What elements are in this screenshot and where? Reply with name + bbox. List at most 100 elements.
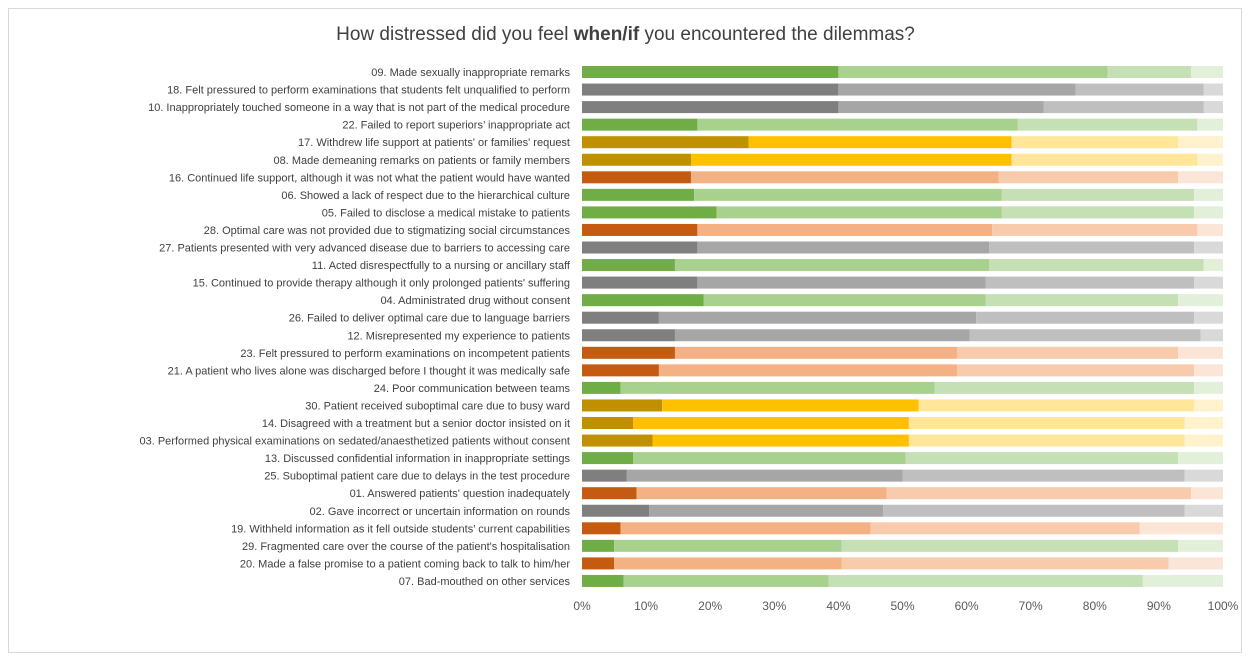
bar-segment-29-3 (841, 557, 1169, 570)
bar-segment-11-4 (1194, 241, 1223, 254)
category-label: 20. Made a false promise to a patient co… (240, 558, 571, 570)
category-label: 04. Administrated drug without consent (380, 295, 570, 307)
bar-segment-28-3 (841, 539, 1179, 552)
bar-segment-3-1 (582, 101, 839, 114)
bar-segment-16-1 (582, 329, 675, 342)
bar-segment-9-3 (1001, 206, 1195, 219)
x-tick-label: 60% (955, 599, 979, 613)
bar-segment-9-1 (582, 206, 717, 219)
x-tick-label: 80% (1083, 599, 1107, 613)
x-tick-label: 10% (634, 599, 658, 613)
bar-segment-16-2 (674, 329, 970, 342)
category-label: 28. Optimal care was not provided due to… (204, 225, 571, 237)
bar-segment-20-4 (1194, 399, 1223, 412)
bar-segment-29-4 (1168, 557, 1223, 570)
category-label: 13. Discussed confidential information i… (265, 453, 571, 465)
bar-segment-2-1 (582, 83, 839, 96)
bar-segment-18-3 (956, 364, 1195, 377)
bar-segment-1-4 (1190, 66, 1223, 78)
bar-segment-4-2 (697, 118, 1018, 131)
x-tick-label: 70% (1019, 599, 1043, 613)
x-tick-labels-group: 0% 10% 20% 30% 40% 50% 60% 70% 80% 90% 100% (573, 599, 1238, 613)
bar-segment-26-4 (1184, 504, 1223, 517)
bar-segment-22-1 (582, 434, 653, 447)
bar-segment-1-2 (838, 66, 1108, 78)
bar-segment-8-1 (582, 188, 695, 201)
bar-segment-6-2 (690, 153, 1012, 166)
bar-segment-11-1 (582, 241, 698, 254)
category-label: 11. Acted disrespectfully to a nursing o… (312, 260, 571, 272)
bar-segment-8-3 (1001, 188, 1195, 201)
bar-segment-28-2 (614, 539, 842, 552)
bar-segment-20-1 (582, 399, 663, 412)
bar-segment-13-1 (582, 276, 698, 289)
bar-segment-10-4 (1197, 223, 1223, 236)
bar-segment-17-4 (1178, 346, 1223, 359)
category-label: 01. Answered patients' question inadequa… (350, 488, 571, 500)
x-tick-label: 30% (762, 599, 786, 613)
bar-segment-5-1 (582, 136, 749, 149)
category-label: 27. Patients presented with very advance… (159, 243, 570, 255)
bar-segment-12-1 (582, 259, 675, 272)
bar-segment-17-2 (674, 346, 957, 359)
category-label: 21. A patient who lives alone was discha… (168, 365, 570, 377)
bar-segment-20-2 (662, 399, 919, 412)
bar-segment-30-2 (623, 574, 829, 587)
bar-segment-25-2 (636, 487, 887, 500)
bar-segment-5-2 (748, 136, 1012, 149)
category-label: 09. Made sexually inappropriate remarks (371, 67, 570, 79)
bar-segment-15-1 (582, 311, 659, 324)
bar-segment-27-1 (582, 522, 621, 535)
bar-segment-7-3 (998, 171, 1179, 184)
chart-title: How distressed did you feel when/if you … (0, 24, 1251, 46)
category-label: 22. Failed to report superiors’ inapprop… (342, 120, 570, 132)
bar-segment-1-3 (1107, 66, 1191, 78)
bar-segment-23-2 (633, 452, 906, 465)
bar-segment-21-3 (908, 417, 1185, 429)
bar-segment-30-4 (1142, 574, 1223, 587)
bar-segment-4-4 (1197, 118, 1223, 131)
category-label: 03. Performed physical examinations on s… (140, 436, 571, 448)
bar-segment-16-3 (969, 329, 1201, 342)
bar-segment-28-1 (582, 539, 615, 552)
bar-segment-5-4 (1178, 136, 1223, 149)
bar-segment-29-2 (614, 557, 842, 570)
chart-title-bold: when/if (573, 24, 640, 45)
bar-segment-30-1 (582, 574, 624, 587)
bar-segment-3-2 (838, 101, 1044, 114)
bar-segment-24-1 (582, 469, 627, 482)
bar-segment-21-2 (633, 417, 909, 429)
bar-segment-11-3 (989, 241, 1195, 254)
category-label: 26. Failed to deliver optimal care due t… (289, 313, 571, 325)
bar-segment-22-4 (1184, 434, 1223, 447)
bar-segment-7-2 (690, 171, 999, 184)
category-label: 07. Bad-mouthed on other services (399, 576, 571, 588)
bar-segment-18-2 (658, 364, 957, 377)
bar-segment-3-4 (1203, 101, 1223, 114)
category-label: 02. Gave incorrect or uncertain informat… (310, 506, 571, 518)
bar-segment-6-4 (1197, 153, 1223, 166)
bar-segment-10-3 (992, 223, 1198, 236)
bar-segment-21-4 (1184, 417, 1223, 429)
bar-segment-17-3 (956, 346, 1179, 359)
bar-segment-26-1 (582, 504, 650, 517)
category-label: 30. Patient received suboptimal care due… (305, 400, 570, 412)
chart-title-suffix: you encountered the dilemmas? (639, 24, 915, 45)
bar-segment-16-4 (1200, 329, 1223, 342)
bar-segment-25-4 (1190, 487, 1223, 500)
bar-segment-29-1 (582, 557, 615, 570)
x-tick-label: 0% (573, 599, 591, 613)
bar-segment-27-4 (1139, 522, 1223, 535)
bar-segment-18-1 (582, 364, 659, 377)
bar-segment-19-1 (582, 381, 621, 394)
bar-segment-19-3 (934, 381, 1195, 394)
bar-segment-19-2 (620, 381, 935, 394)
bar-segment-12-4 (1203, 259, 1223, 272)
bar-segment-11-2 (697, 241, 990, 254)
bar-segment-22-2 (652, 434, 909, 447)
category-label: 25. Suboptimal patient care due to delay… (264, 471, 570, 483)
x-tick-label: 90% (1147, 599, 1171, 613)
bar-segment-19-4 (1194, 381, 1223, 394)
category-label: 29. Fragmented care over the course of t… (242, 541, 570, 553)
bar-segment-27-3 (870, 522, 1140, 535)
